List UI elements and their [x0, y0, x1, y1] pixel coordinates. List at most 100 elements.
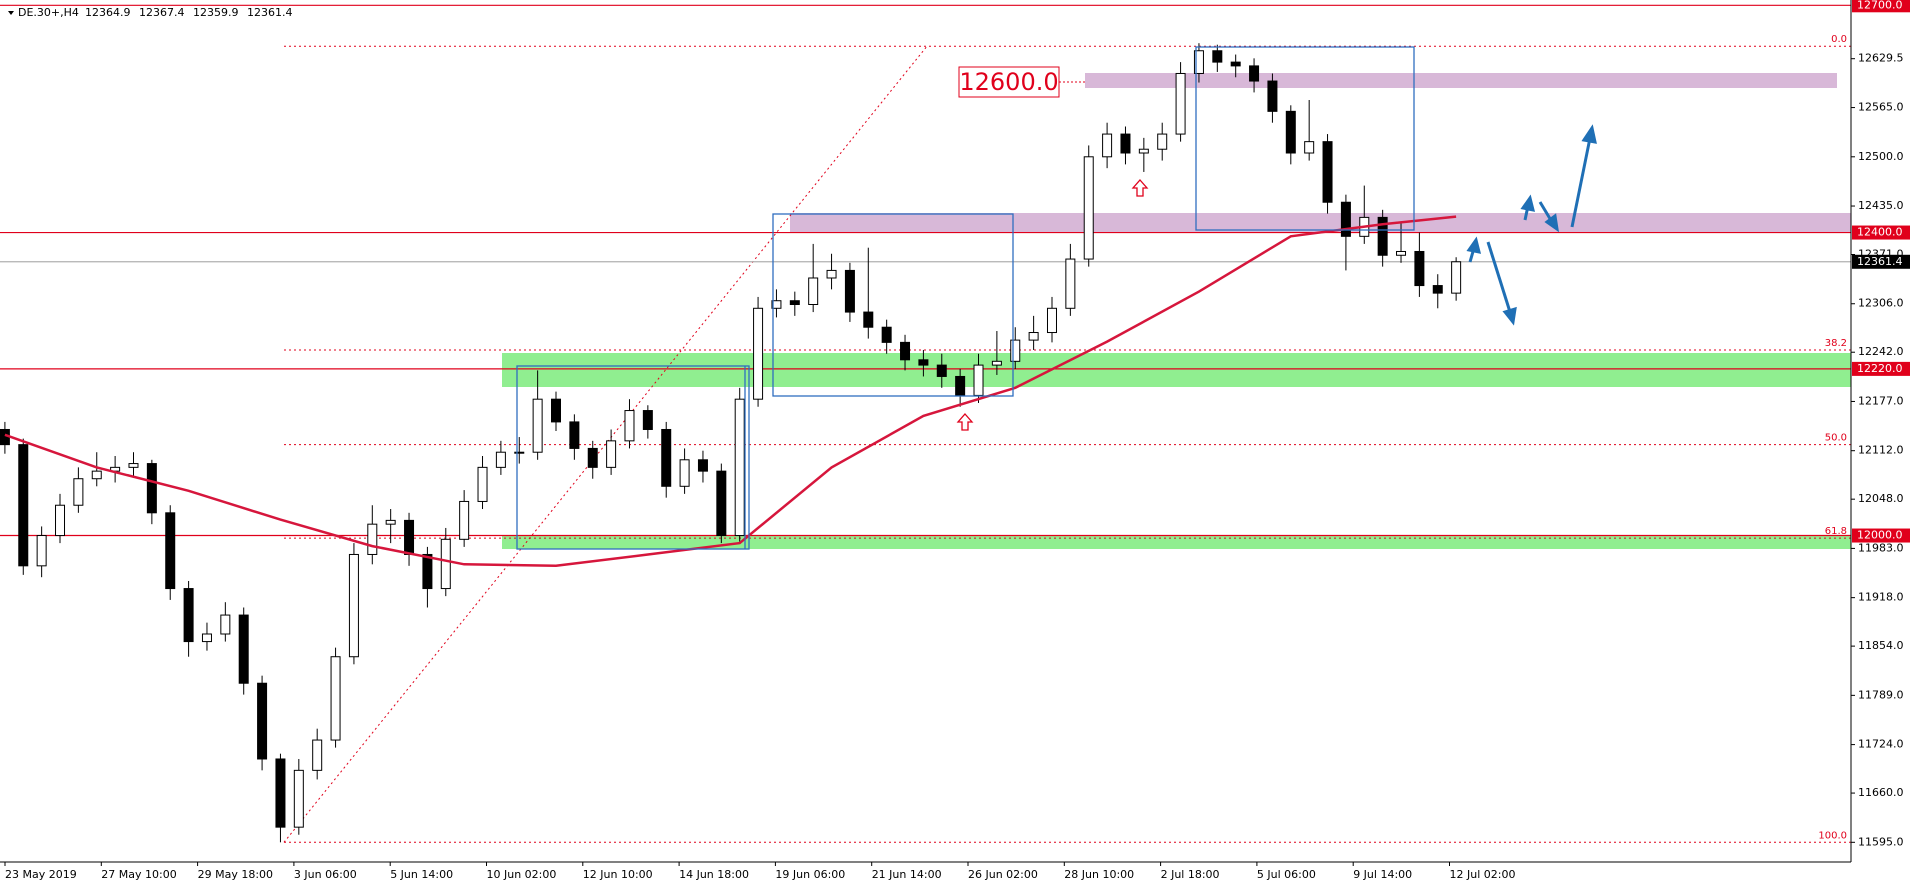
candle-body [1451, 261, 1462, 294]
candle-body [146, 463, 157, 514]
y-tick-label: 11724.0 [1858, 738, 1904, 751]
candle-body [128, 463, 139, 468]
candle-body [1138, 148, 1149, 154]
open: 12364.9 [85, 6, 131, 19]
candle-body [55, 504, 66, 537]
candle-body [1102, 133, 1113, 158]
candle-body [1304, 141, 1315, 154]
candle-body [440, 538, 451, 590]
candle-body [1285, 110, 1296, 154]
candle-body [73, 478, 84, 506]
arrow-head [1544, 213, 1560, 233]
candle-body [18, 444, 29, 567]
candle-body [1249, 65, 1260, 82]
candle-body [606, 440, 617, 468]
annotation-text: 12600.0 [959, 68, 1058, 96]
candle-body [477, 466, 488, 502]
candle-body [991, 360, 1002, 366]
arrow-head [1520, 194, 1536, 212]
y-tick-label: 11854.0 [1858, 639, 1904, 652]
candle-body [1340, 201, 1351, 237]
candle-body [771, 300, 782, 309]
x-tick-label: 12 Jul 02:00 [1450, 868, 1516, 881]
candle-body [1414, 250, 1425, 287]
level-badge [1852, 361, 1910, 376]
candle-body [1065, 258, 1076, 309]
arrow-head [1581, 124, 1597, 144]
candle-body [808, 277, 819, 306]
candle-body [697, 459, 708, 472]
candle-body [918, 359, 929, 366]
candle-body [642, 410, 653, 430]
candle-body [1267, 80, 1278, 112]
candle-body [716, 470, 727, 537]
annotation-box [958, 66, 1060, 98]
candle-body [587, 447, 598, 468]
y-tick-label: 12565.0 [1858, 101, 1904, 114]
arrows [1466, 124, 1597, 326]
y-tick-label: 12306.0 [1858, 297, 1904, 310]
candle-body [514, 451, 525, 454]
candle-body [385, 519, 396, 525]
candle-body [789, 300, 800, 306]
candle-body [1432, 285, 1443, 294]
y-tick-label: 11660.0 [1858, 786, 1904, 799]
x-tick-label: 26 Jun 02:00 [968, 868, 1038, 881]
candle-body [1377, 216, 1388, 256]
candle-body [1157, 133, 1168, 150]
fib-label: 0.0 [1831, 34, 1847, 45]
fib-label: 61.8 [1825, 526, 1847, 537]
candle-body [330, 656, 341, 741]
arrow [1570, 137, 1592, 228]
candle-body [1193, 50, 1204, 74]
candle-body [973, 364, 984, 396]
y-tick-label: 12435.0 [1858, 199, 1904, 212]
candle-body [753, 307, 764, 400]
level-label: 12400.0 [1857, 226, 1903, 239]
candle-body [367, 523, 378, 555]
candle-body [238, 614, 249, 684]
candle-body [1010, 339, 1021, 362]
drawings [516, 46, 1415, 550]
x-tick-label: 21 Jun 14:00 [872, 868, 942, 881]
candle-body [201, 633, 212, 643]
candle-body [348, 553, 359, 658]
candle-body [734, 398, 745, 537]
x-tick-label: 10 Jun 02:00 [487, 868, 557, 881]
y-tick-label: 11789.0 [1858, 688, 1904, 701]
candle-body [1396, 250, 1407, 256]
x-tick-label: 29 May 18:00 [198, 868, 273, 881]
candle-body [661, 428, 672, 487]
y-tick-label: 12242.0 [1858, 345, 1904, 358]
close: 12361.4 [247, 6, 293, 19]
plot: 0.0 38.2 50.0 61.8 100.0 [0, 4, 1851, 843]
x-tick-label: 23 May 2019 [5, 868, 77, 881]
moving-average [4, 215, 1457, 568]
candle-body [844, 269, 855, 313]
candle-body [91, 470, 102, 480]
candle-body [1083, 156, 1094, 260]
y-tick-label: 11918.0 [1858, 591, 1904, 604]
level-label: 12220.0 [1857, 362, 1903, 375]
range-box [1195, 46, 1415, 231]
candle-body [936, 364, 947, 377]
candle-body [293, 769, 304, 828]
y-tick-label: 12177.0 [1858, 394, 1904, 407]
x-tick-label: 2 Jul 18:00 [1161, 868, 1220, 881]
range-box [516, 365, 750, 550]
level-badge [1852, 528, 1910, 543]
support-zone [502, 353, 1851, 387]
candle-body [1322, 141, 1333, 203]
axes: 12629.512565.012500.012435.012371.012306… [4, 0, 1910, 881]
candle-body [551, 398, 561, 423]
level-label: 12700.0 [1857, 0, 1903, 11]
candle-body [569, 421, 580, 449]
symbol: DE.30+,H4 [18, 6, 79, 19]
signal-arrows [956, 179, 1149, 431]
x-tick-label: 12 Jun 10:00 [583, 868, 653, 881]
high: 12367.4 [139, 6, 185, 19]
arrow [1486, 241, 1512, 313]
arrow-head [1466, 236, 1482, 254]
